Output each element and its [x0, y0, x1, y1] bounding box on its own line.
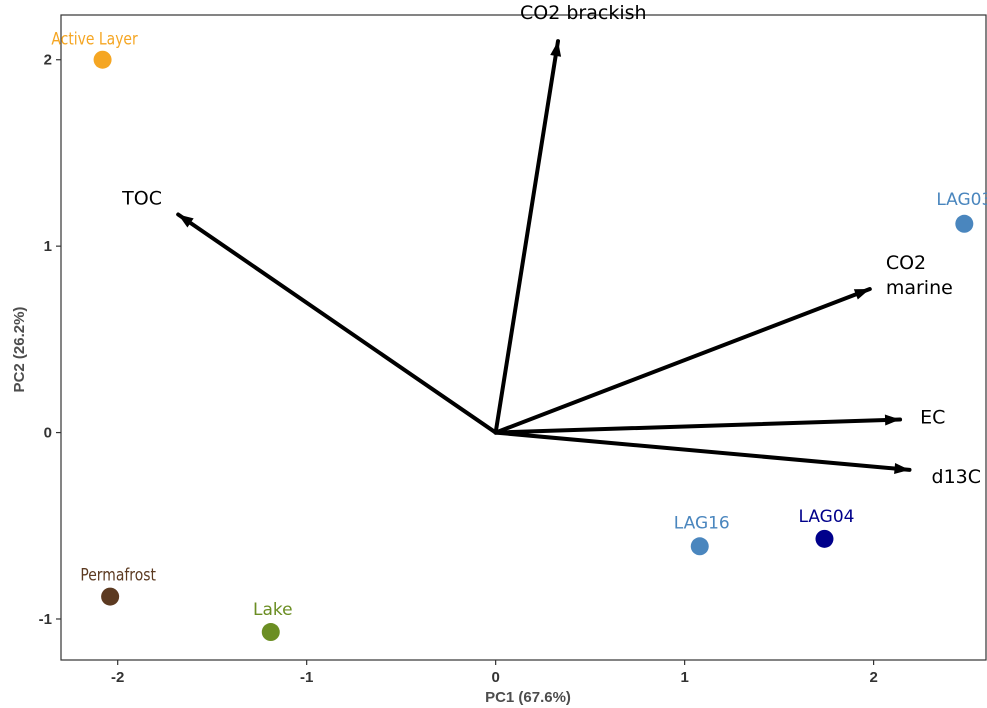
loading-arrow-head	[894, 463, 910, 474]
loading-label: TOC	[121, 187, 162, 209]
loading-arrow-line	[493, 39, 561, 435]
loading-arrow-line	[176, 212, 498, 435]
sample-point	[93, 50, 112, 69]
loading-arrow-head	[550, 41, 562, 57]
loading-arrow-line	[493, 417, 903, 435]
loading-label: CO2 brackish	[520, 2, 647, 24]
plot-frame	[60, 14, 987, 661]
y-tick-label: 1	[44, 238, 52, 255]
loading-arrow-line	[493, 287, 872, 435]
x-tick-label: 0	[491, 669, 499, 686]
x-axis-title: PC1 (67.6%)	[485, 689, 571, 706]
sample-point	[690, 537, 709, 556]
sample-label: Lake	[253, 600, 293, 620]
loading-vectors: CO2 brackish TOC CO2 marine EC d13C	[121, 2, 981, 488]
x-tick-label: -2	[111, 669, 124, 686]
loading-arrow-head	[853, 289, 870, 300]
y-tick-label: 0	[44, 425, 52, 442]
sample-label: LAG16	[674, 513, 730, 533]
loading-label: CO2	[886, 252, 926, 274]
panel-border	[60, 14, 987, 661]
sample-label: Permafrost	[80, 565, 156, 585]
x-tick-label: 1	[680, 669, 688, 686]
loading-arrow-line	[493, 430, 912, 472]
y-axis-title: PC2 (26.2%)	[11, 307, 28, 393]
sample-points: Active Layer Permafrost Lake LAG16 LAG04 LAG0…	[51, 29, 987, 642]
x-tick-label: -1	[300, 669, 313, 686]
loading-arrow-head	[884, 414, 901, 426]
x-tick-label: 2	[869, 669, 877, 686]
axis-ticks: -2 -1 0 1 2 -1 0 1 2	[39, 52, 878, 686]
sample-point	[955, 214, 974, 233]
sample-label: Active Layer	[51, 29, 138, 49]
loading-label: d13C	[932, 466, 982, 488]
y-tick-label: 2	[44, 52, 52, 69]
loading-label: EC	[920, 407, 945, 429]
sample-label: LAG03	[936, 190, 987, 210]
sample-point	[261, 623, 280, 642]
y-tick-label: -1	[39, 611, 52, 628]
loading-label: marine	[886, 277, 953, 299]
sample-point	[815, 529, 834, 548]
sample-point	[101, 587, 120, 606]
loading-arrow-head	[178, 214, 194, 228]
sample-label: LAG04	[798, 507, 854, 527]
